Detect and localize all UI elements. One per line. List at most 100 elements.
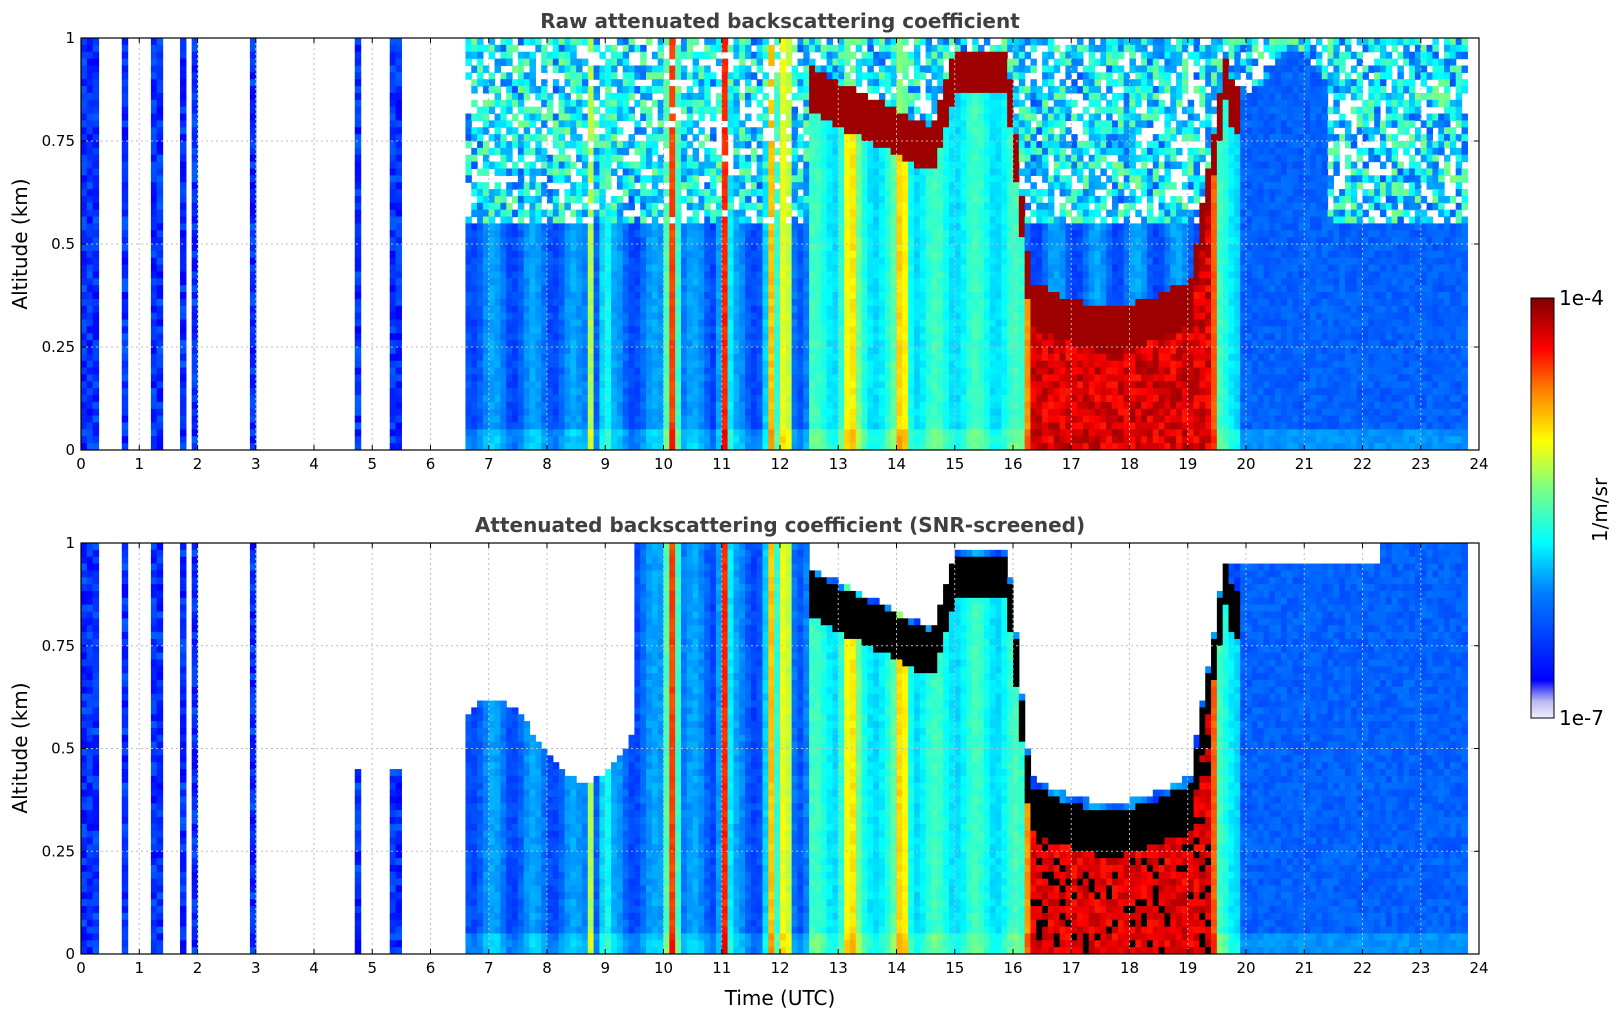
heatmap-cell <box>558 333 566 341</box>
heatmap-cell <box>628 168 635 176</box>
heatmap-cell <box>721 134 729 142</box>
heatmap-cell <box>879 113 886 121</box>
heatmap-cell <box>884 422 892 430</box>
heatmap-cell <box>762 161 769 170</box>
heatmap-cell <box>809 422 816 430</box>
heatmap-cell <box>797 374 804 382</box>
heatmap-cell <box>861 333 868 341</box>
heatmap-cell <box>809 353 816 362</box>
heatmap-cell <box>640 216 647 224</box>
heatmap-cell <box>698 388 705 396</box>
heatmap-cell <box>844 422 851 430</box>
heatmap-cell <box>605 86 612 94</box>
heatmap-cell <box>855 161 863 170</box>
heatmap-cell <box>803 298 810 307</box>
heatmap-cell <box>249 161 257 170</box>
heatmap-cell <box>156 244 164 252</box>
heatmap-cell <box>354 141 362 149</box>
heatmap-cell <box>547 422 554 430</box>
heatmap-cell <box>768 340 775 348</box>
heatmap-cell <box>739 347 746 355</box>
heatmap-cell <box>838 161 845 170</box>
heatmap-cell <box>494 161 501 170</box>
heatmap-cell <box>477 326 484 334</box>
heatmap-cell <box>150 223 158 231</box>
heatmap-cell <box>890 99 898 108</box>
heatmap-cell <box>855 72 863 80</box>
heatmap-cell <box>715 422 723 430</box>
heatmap-cell <box>890 161 898 170</box>
heatmap-cell <box>896 223 903 231</box>
heatmap-cell <box>663 175 670 183</box>
heatmap-cell <box>733 99 740 108</box>
heatmap-cell <box>640 347 647 355</box>
heatmap-cell <box>395 360 402 369</box>
heatmap-cell <box>890 65 898 73</box>
heatmap-cell <box>896 86 903 94</box>
heatmap-cell <box>756 319 764 327</box>
heatmap-cell <box>867 141 874 149</box>
heatmap-cell <box>121 51 129 60</box>
heatmap-cell <box>86 244 94 252</box>
heatmap-cell <box>884 38 892 46</box>
heatmap-cell <box>780 326 787 334</box>
heatmap-cell <box>908 161 915 170</box>
heatmap-cell <box>710 278 717 286</box>
heatmap-cell <box>564 278 571 286</box>
heatmap-cell <box>733 388 740 396</box>
heatmap-cell <box>249 154 257 163</box>
heatmap-cell <box>587 333 595 341</box>
heatmap-cell <box>587 106 595 115</box>
heatmap-cell <box>616 79 624 87</box>
heatmap-cell <box>710 72 717 80</box>
heatmap-cell <box>494 298 501 307</box>
heatmap-cell <box>570 347 577 355</box>
heatmap-cell <box>710 237 717 245</box>
heatmap-cell <box>814 292 822 300</box>
heatmap-cell <box>797 72 804 80</box>
heatmap-cell <box>150 230 158 238</box>
heatmap-cell <box>710 271 717 279</box>
heatmap-cell <box>750 278 758 286</box>
heatmap-cell <box>820 257 828 266</box>
heatmap-cell <box>727 99 734 108</box>
heatmap-cell <box>774 271 781 279</box>
heatmap-cell <box>535 388 542 396</box>
heatmap-cell <box>628 106 635 115</box>
heatmap-cell <box>506 147 513 156</box>
heatmap-cell <box>576 58 583 67</box>
heatmap-cell <box>86 141 94 149</box>
heatmap-cell <box>675 278 682 286</box>
heatmap-cell <box>605 223 612 231</box>
heatmap-cell <box>570 401 577 410</box>
heatmap-cell <box>721 264 729 273</box>
heatmap-cell <box>249 381 257 389</box>
heatmap-cell <box>873 333 880 341</box>
heatmap-cell <box>663 381 670 389</box>
heatmap-cell <box>488 278 496 286</box>
heatmap-cell <box>832 360 839 369</box>
heatmap-cell <box>820 292 828 300</box>
heatmap-cell <box>552 333 560 341</box>
heatmap-cell <box>581 353 589 362</box>
heatmap-cell <box>570 189 577 197</box>
heatmap-cell <box>611 92 618 101</box>
heatmap-cell <box>791 141 799 149</box>
heatmap-cell <box>651 223 659 231</box>
heatmap-cell <box>191 120 199 128</box>
heatmap-cell <box>477 271 484 279</box>
heatmap-cell <box>611 134 618 142</box>
heatmap-cell <box>249 388 257 396</box>
heatmap-cell <box>640 381 647 389</box>
heatmap-cell <box>844 436 851 444</box>
heatmap-cell <box>517 436 525 444</box>
heatmap-cell <box>599 51 606 60</box>
heatmap-cell <box>541 401 548 410</box>
heatmap-cell <box>727 86 734 94</box>
heatmap-cell <box>733 264 740 273</box>
heatmap-cell <box>576 147 583 156</box>
heatmap-cell <box>191 326 199 334</box>
heatmap-cell <box>354 340 362 348</box>
heatmap-cell <box>191 374 199 382</box>
heatmap-cell <box>704 298 711 307</box>
